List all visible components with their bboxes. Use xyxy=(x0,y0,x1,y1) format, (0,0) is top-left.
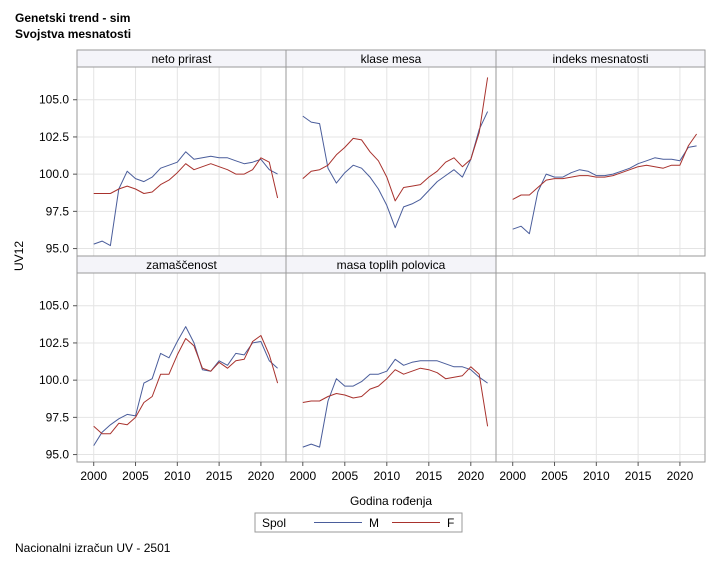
panel-background xyxy=(496,273,705,462)
panel-5: masa toplih polovica xyxy=(285,255,497,463)
y-tick-label: 97.5 xyxy=(46,204,70,218)
x-tick-label: 2015 xyxy=(415,469,442,483)
legend: Spol M F xyxy=(254,512,463,533)
panel-background xyxy=(286,273,496,462)
series-line-M xyxy=(93,326,278,446)
panel-background xyxy=(77,273,286,462)
series-line-M xyxy=(512,145,697,235)
footnote: Nacionalni izračun UV - 2501 xyxy=(15,541,171,555)
panel-header-label: klase mesa xyxy=(361,52,422,66)
x-tick-label: 2005 xyxy=(331,469,358,483)
panel-frame xyxy=(495,272,706,463)
y-tick-label: 97.5 xyxy=(46,410,70,424)
legend-title: Spol xyxy=(262,516,286,530)
series-line-F xyxy=(93,157,279,199)
x-tick-label: 2015 xyxy=(625,469,652,483)
x-tick-label: 2010 xyxy=(373,469,400,483)
x-tick-label: 2000 xyxy=(289,469,316,483)
y-axis-label: UV12 xyxy=(12,241,26,271)
panel-2: klase mesa xyxy=(285,49,497,257)
x-tick-label: 2010 xyxy=(583,469,610,483)
series-line-M xyxy=(93,151,278,247)
panel-3: indeks mesnatosti xyxy=(495,49,706,257)
panel-header-label: zamaščenost xyxy=(146,258,217,272)
panel-1: neto prirast xyxy=(76,49,287,257)
panel-frame xyxy=(495,49,706,257)
x-tick-label: 2000 xyxy=(80,469,107,483)
legend-label-F: F xyxy=(447,516,454,530)
panel-header-label: neto prirast xyxy=(151,52,212,66)
x-tick-label: 2005 xyxy=(541,469,568,483)
x-axis-label: Godina rođenja xyxy=(350,494,432,508)
series-line-M xyxy=(302,111,489,229)
panel-4: zamaščenost xyxy=(76,255,287,463)
y-tick-label: 102.5 xyxy=(39,336,69,350)
chart-subtitle: Svojstva mesnatosti xyxy=(15,27,132,41)
panel-header-label: masa toplih polovica xyxy=(337,258,446,272)
panel-background xyxy=(286,67,496,256)
panel-empty xyxy=(495,272,706,463)
x-tick-label: 2000 xyxy=(499,469,526,483)
y-tick-label: 100.0 xyxy=(39,167,69,181)
y-tick-label: 105.0 xyxy=(39,93,69,107)
y-tick-label: 100.0 xyxy=(39,373,69,387)
x-tick-label: 2005 xyxy=(122,469,149,483)
panel-header-label: indeks mesnatosti xyxy=(552,52,648,66)
x-tick-label: 2010 xyxy=(164,469,191,483)
y-tick-label: 105.0 xyxy=(39,299,69,313)
x-tick-label: 2020 xyxy=(667,469,694,483)
legend-label-M: M xyxy=(369,516,379,530)
series-line-F xyxy=(512,133,698,200)
chart-title: Genetski trend - sim xyxy=(15,11,131,25)
y-tick-label: 102.5 xyxy=(39,130,69,144)
series-line-M xyxy=(302,358,488,448)
y-tick-label: 95.0 xyxy=(46,448,70,462)
x-tick-label: 2020 xyxy=(248,469,275,483)
panel-background xyxy=(77,67,286,256)
series-line-F xyxy=(302,366,489,427)
x-tick-label: 2020 xyxy=(457,469,484,483)
series-line-F xyxy=(93,335,279,435)
x-tick-label: 2015 xyxy=(206,469,233,483)
series-line-F xyxy=(302,77,489,202)
panel-background xyxy=(496,67,705,256)
y-tick-label: 95.0 xyxy=(46,242,70,256)
